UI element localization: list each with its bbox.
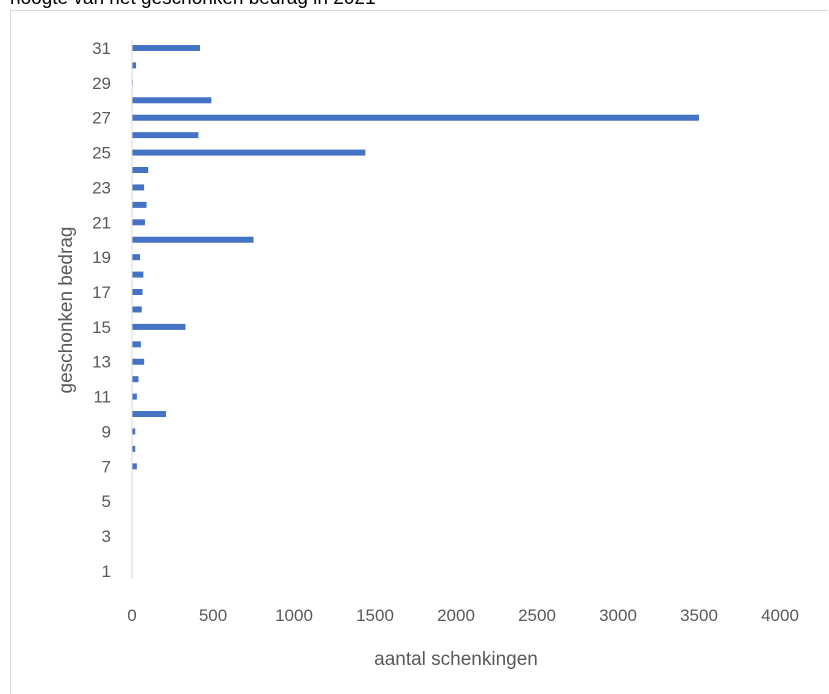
x-tick-label: 4000 — [761, 606, 799, 625]
x-tick-label: 3500 — [680, 606, 718, 625]
y-tick-label: 23 — [92, 178, 111, 197]
bar-19 — [132, 254, 141, 261]
page-title: hoogte van het geschonken bedrag in 2021 — [10, 0, 376, 10]
bar-9 — [132, 428, 136, 435]
y-tick-label: 29 — [92, 74, 111, 93]
y-tick-label: 7 — [102, 457, 111, 476]
y-tick-label: 11 — [93, 388, 111, 407]
bar-23 — [132, 184, 145, 191]
bar-27 — [132, 114, 699, 121]
bar-28 — [132, 97, 212, 104]
x-tick-label: 2000 — [437, 606, 475, 625]
bar-14 — [132, 341, 141, 348]
x-axis-title: aantal schenkingen — [374, 649, 538, 670]
x-tick-label: 1500 — [356, 606, 394, 625]
x-tick-label: 2500 — [518, 606, 556, 625]
x-tick-label: 500 — [199, 606, 227, 625]
bar-15 — [132, 323, 186, 330]
y-tick-label: 19 — [92, 248, 111, 267]
bar-25 — [132, 149, 366, 156]
y-tick-label: 25 — [92, 144, 111, 163]
bar-12 — [132, 376, 139, 383]
bar-16 — [132, 306, 142, 313]
bar-31 — [132, 45, 201, 51]
y-tick-label: 3 — [102, 527, 111, 546]
y-tick-label: 5 — [102, 492, 111, 511]
bar-30 — [132, 62, 137, 69]
bar-24 — [132, 167, 149, 174]
y-tick-label: 1 — [102, 562, 111, 581]
bar-17 — [132, 289, 143, 296]
bar-8 — [132, 445, 136, 452]
y-tick-label: 31 — [92, 39, 111, 58]
y-tick-label: 9 — [102, 422, 111, 441]
bar-26 — [132, 132, 199, 139]
y-tick-label: 21 — [92, 213, 111, 232]
chart-frame — [10, 10, 828, 694]
bar-22 — [132, 201, 147, 208]
y-tick-label: 17 — [92, 283, 111, 302]
x-tick-labels: 0 500 1000 1500 2000 2500 3000 3500 4000 — [127, 606, 799, 625]
bar-18 — [132, 271, 144, 278]
bar-7 — [132, 463, 137, 470]
x-tick-label: 3000 — [599, 606, 637, 625]
y-tick-label: 27 — [92, 109, 111, 128]
x-tick-label: 1000 — [275, 606, 313, 625]
bar-13 — [132, 358, 145, 365]
x-tick-label: 0 — [127, 606, 136, 625]
y-tick-label: 13 — [92, 353, 111, 372]
bar-10 — [132, 411, 167, 418]
y-axis-title: geschonken bedrag — [56, 227, 77, 394]
bar-20 — [132, 236, 254, 243]
bars-group — [132, 45, 699, 574]
y-tick-label: 15 — [92, 318, 111, 337]
bar-11 — [132, 393, 137, 400]
bar-21 — [132, 219, 145, 226]
